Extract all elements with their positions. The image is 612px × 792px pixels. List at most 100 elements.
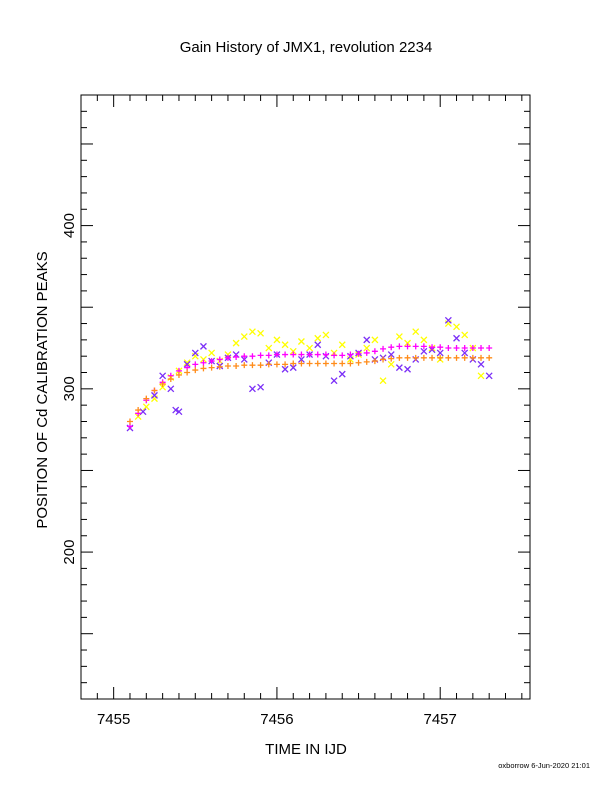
data-point — [371, 336, 379, 344]
data-point — [338, 341, 346, 349]
data-point — [396, 343, 403, 350]
data-point — [232, 339, 240, 347]
data-point — [437, 354, 444, 361]
data-point — [477, 372, 485, 380]
data-point — [363, 358, 370, 365]
data-point — [437, 344, 444, 351]
data-point — [199, 355, 207, 363]
data-point — [445, 354, 452, 361]
data-point — [363, 349, 370, 356]
data-point — [216, 363, 223, 370]
series-3 — [126, 354, 493, 425]
data-point — [257, 352, 264, 359]
data-point — [233, 362, 240, 369]
data-point — [290, 351, 297, 358]
data-point — [388, 344, 395, 351]
data-point — [208, 364, 215, 371]
data-point — [436, 349, 444, 357]
plot-frame — [80, 94, 531, 700]
data-point — [461, 349, 469, 357]
data-point — [289, 364, 297, 372]
y-tick-label: 200 — [61, 540, 78, 565]
data-point — [297, 338, 305, 345]
data-point — [486, 345, 493, 352]
data-point — [175, 371, 182, 378]
data-point — [224, 362, 231, 369]
x-axis-label: TIME IN IJD — [265, 741, 347, 758]
data-point — [453, 345, 460, 352]
data-point — [453, 323, 460, 331]
data-point — [151, 391, 158, 399]
data-point — [297, 355, 305, 363]
data-point — [191, 352, 199, 360]
data-point — [388, 355, 395, 362]
data-point — [322, 351, 329, 358]
data-point — [273, 336, 281, 344]
data-point — [387, 360, 395, 368]
series-2 — [126, 343, 493, 430]
data-point — [175, 408, 183, 416]
data-point — [306, 351, 313, 358]
data-point — [420, 354, 427, 361]
data-point — [314, 351, 321, 358]
data-point — [453, 354, 460, 361]
data-point — [331, 352, 338, 359]
data-point — [248, 328, 256, 336]
data-point — [347, 360, 354, 367]
plot-area — [126, 316, 493, 432]
chart-title: Gain History of JMX1, revolution 2234 — [180, 39, 433, 56]
data-point — [265, 361, 272, 368]
data-point — [379, 377, 387, 385]
axis-ticks — [80, 94, 530, 700]
data-point — [404, 354, 411, 361]
data-point — [306, 360, 313, 367]
data-point — [249, 362, 256, 369]
data-point — [404, 339, 412, 347]
data-point — [387, 351, 395, 359]
data-point — [167, 385, 175, 393]
data-point — [355, 350, 362, 357]
data-point — [322, 331, 330, 339]
data-point — [347, 351, 354, 358]
data-point — [159, 380, 166, 387]
data-point — [281, 365, 289, 373]
data-point — [142, 403, 150, 411]
data-point — [469, 354, 476, 361]
data-point — [257, 362, 264, 369]
data-point — [289, 347, 297, 355]
data-point — [257, 383, 265, 391]
data-point — [412, 343, 419, 350]
data-point — [314, 360, 321, 367]
data-point — [151, 395, 158, 403]
data-point — [216, 356, 223, 363]
data-point — [192, 361, 199, 368]
data-point — [371, 348, 378, 355]
footer-text: oxborrow 6-Jun-2020 21:01 — [498, 761, 590, 770]
data-point — [461, 345, 468, 352]
data-point — [143, 395, 150, 402]
data-point — [192, 367, 199, 374]
data-point — [461, 331, 469, 339]
data-point — [330, 377, 338, 385]
data-point — [199, 342, 207, 350]
data-point — [338, 370, 346, 378]
data-point — [420, 336, 428, 344]
data-point — [249, 353, 256, 360]
data-point — [331, 360, 338, 367]
data-point — [281, 341, 289, 349]
y-axis-label: POSITION OF Cd CALIBRATION PEAKS — [34, 251, 51, 528]
data-point — [241, 362, 248, 369]
data-point — [461, 354, 468, 361]
data-point — [380, 345, 387, 352]
data-point — [478, 345, 485, 352]
data-point — [191, 349, 199, 357]
y-tick-label: 400 — [61, 213, 78, 238]
data-point — [240, 355, 248, 363]
data-point — [469, 345, 476, 352]
data-point — [444, 316, 452, 324]
data-point — [380, 356, 387, 363]
data-point — [257, 329, 265, 337]
data-point — [200, 359, 207, 366]
data-point — [184, 369, 191, 376]
